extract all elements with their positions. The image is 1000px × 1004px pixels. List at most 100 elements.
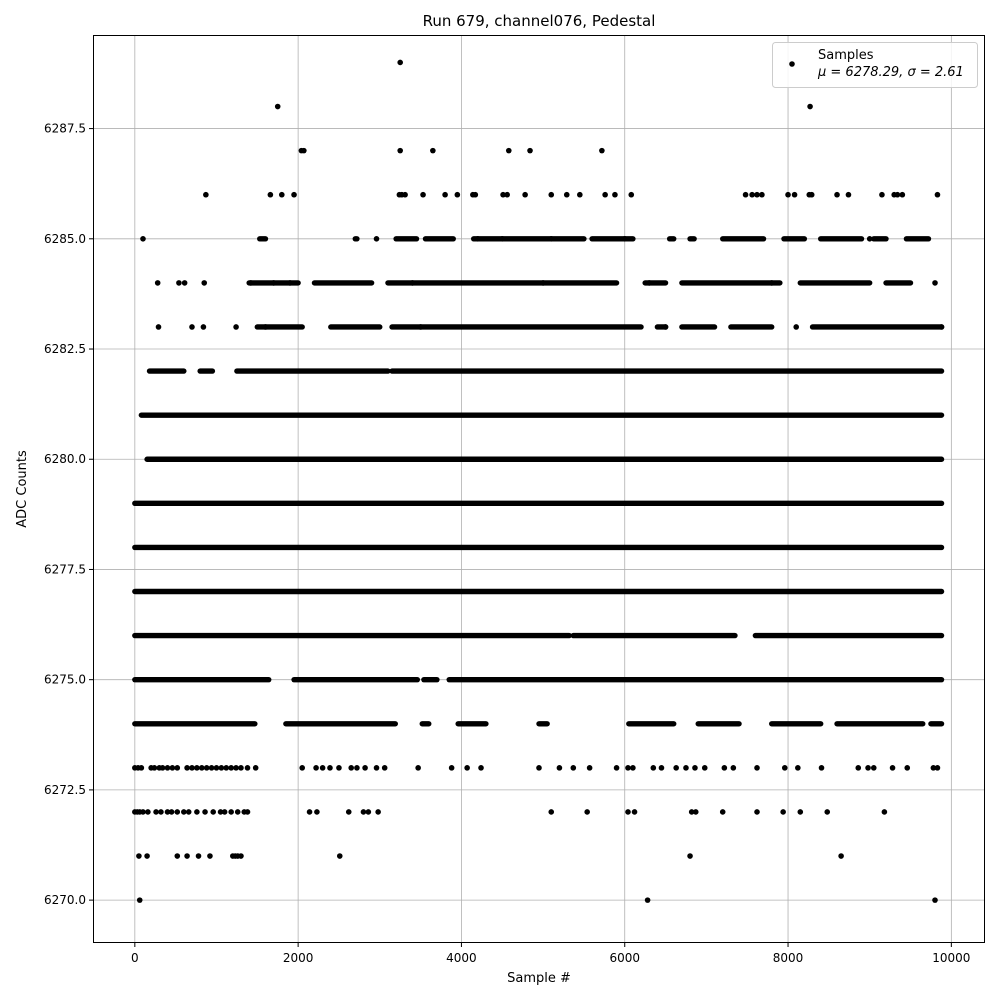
data-point bbox=[278, 191, 285, 198]
data-point bbox=[548, 809, 555, 815]
data-point bbox=[158, 809, 164, 815]
legend-marker bbox=[789, 61, 795, 67]
data-point bbox=[233, 765, 239, 771]
data-point bbox=[630, 765, 636, 771]
data-point bbox=[522, 191, 528, 198]
data-point bbox=[221, 809, 228, 815]
data-point bbox=[932, 897, 938, 903]
data-point bbox=[210, 809, 217, 815]
y-tick-label: 6282.5 bbox=[44, 342, 86, 356]
data-point bbox=[213, 765, 220, 771]
data-point bbox=[144, 853, 150, 859]
data-point bbox=[327, 765, 333, 771]
data-point bbox=[194, 765, 200, 771]
y-tick-label: 6280.0 bbox=[44, 452, 86, 466]
data-point bbox=[168, 809, 175, 815]
data-point bbox=[301, 147, 307, 154]
data-point bbox=[195, 853, 202, 859]
data-point bbox=[373, 765, 380, 771]
data-point bbox=[306, 809, 313, 815]
legend-stats: μ = 6278.29, σ = 2.61 bbox=[817, 65, 964, 80]
x-tick-label: 6000 bbox=[609, 951, 640, 965]
data-point bbox=[228, 765, 234, 771]
data-point bbox=[889, 765, 896, 771]
data-point bbox=[244, 765, 251, 771]
y-axis-label: ADC Counts bbox=[15, 450, 30, 528]
data-point bbox=[500, 191, 506, 198]
data-point bbox=[625, 809, 631, 815]
data-point bbox=[934, 765, 941, 771]
data-point bbox=[417, 324, 424, 330]
data-point bbox=[154, 280, 161, 286]
y-axis-ticks: 6270.0 6272.5 6275.0 6277.5 6280.0 6282.5 6285… bbox=[44, 122, 94, 907]
data-point bbox=[169, 765, 176, 771]
data-point bbox=[536, 765, 542, 771]
data-point bbox=[381, 765, 388, 771]
data-point bbox=[818, 765, 825, 771]
y-tick-label: 6287.5 bbox=[44, 122, 86, 136]
data-point bbox=[834, 191, 840, 198]
data-point bbox=[442, 191, 448, 198]
data-point bbox=[138, 765, 145, 771]
data-point bbox=[628, 191, 635, 198]
data-point bbox=[262, 324, 269, 330]
data-point bbox=[563, 191, 570, 198]
data-point bbox=[548, 191, 555, 198]
data-point bbox=[612, 191, 618, 198]
data-point bbox=[692, 809, 699, 815]
data-point bbox=[754, 191, 760, 198]
data-point bbox=[894, 191, 901, 198]
data-point bbox=[185, 809, 192, 815]
data-point bbox=[472, 191, 479, 198]
data-point bbox=[164, 765, 171, 771]
data-point bbox=[202, 809, 208, 815]
legend-box bbox=[772, 42, 978, 88]
data-point bbox=[247, 280, 254, 286]
data-point bbox=[274, 103, 281, 110]
data-point bbox=[291, 191, 297, 198]
data-point bbox=[824, 809, 831, 815]
data-point bbox=[780, 809, 786, 815]
data-point bbox=[478, 765, 484, 771]
data-point bbox=[807, 103, 813, 110]
data-point bbox=[454, 191, 461, 198]
y-tick-label: 6275.0 bbox=[44, 673, 86, 687]
data-point bbox=[365, 809, 372, 815]
data-point bbox=[934, 191, 941, 198]
data-point bbox=[174, 809, 181, 815]
data-point bbox=[200, 324, 207, 330]
data-point bbox=[164, 809, 171, 815]
legend-label: Samples bbox=[818, 48, 874, 63]
data-point bbox=[184, 853, 190, 859]
data-point bbox=[881, 809, 888, 815]
data-point bbox=[504, 191, 510, 198]
scatter-points bbox=[132, 59, 945, 903]
data-point bbox=[217, 809, 224, 815]
data-point bbox=[719, 809, 726, 815]
data-point bbox=[345, 809, 352, 815]
x-axis-ticks: 0 2000 4000 6000 8000 10000 bbox=[131, 942, 970, 965]
data-point bbox=[808, 191, 815, 198]
data-point bbox=[631, 809, 638, 815]
data-point bbox=[683, 765, 689, 771]
data-point bbox=[570, 765, 577, 771]
data-point bbox=[754, 809, 760, 815]
data-point bbox=[658, 765, 665, 771]
data-point bbox=[336, 765, 342, 771]
data-point bbox=[136, 897, 143, 903]
data-point bbox=[314, 809, 320, 815]
data-point bbox=[203, 191, 209, 198]
data-point bbox=[644, 897, 651, 903]
data-point bbox=[218, 765, 225, 771]
data-point bbox=[505, 147, 512, 154]
data-point bbox=[155, 324, 162, 330]
data-point bbox=[238, 853, 244, 859]
data-point bbox=[362, 765, 368, 771]
data-point bbox=[208, 765, 215, 771]
data-point bbox=[420, 191, 426, 198]
data-point bbox=[415, 765, 421, 771]
data-point bbox=[375, 809, 381, 815]
data-point bbox=[153, 809, 159, 815]
data-point bbox=[791, 191, 798, 198]
